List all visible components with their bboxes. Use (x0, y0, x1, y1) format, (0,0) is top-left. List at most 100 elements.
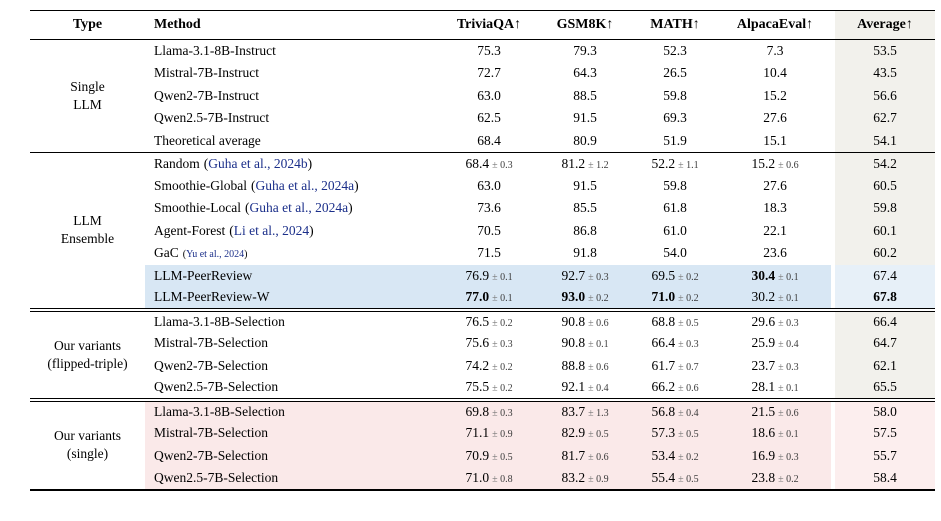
cell-math: 71.00.2 (631, 287, 719, 310)
citation-link[interactable]: Guha et al., 2024a (245, 200, 353, 215)
average-value: 53.5 (835, 40, 935, 62)
method-name: Mistral-7B-Selection (154, 425, 268, 441)
cell-math: 61.8 (631, 197, 719, 220)
cell-average: 67.8 (831, 287, 935, 310)
method-cell: Theoretical average (145, 130, 439, 153)
cell-gsm8k: 81.70.6 (539, 444, 631, 467)
metric-value: 10.4 (763, 65, 787, 81)
cell-average: 58.0 (831, 400, 935, 422)
stddev-value: 0.3 (588, 272, 609, 283)
citation-link[interactable]: Yu et al., 2024 (183, 249, 248, 260)
cell-math: 61.70.7 (631, 355, 719, 378)
metric-value: 92.7 (561, 267, 586, 283)
cell-triviaqa: 75.50.2 (439, 377, 539, 400)
cell-math: 68.80.5 (631, 310, 719, 333)
method-cell: Llama-3.1-8B-Selection (145, 399, 439, 422)
method-name: Mistral-7B-Selection (154, 335, 268, 351)
cell-average: 62.1 (831, 354, 935, 377)
cell-math: 59.8 (631, 175, 719, 198)
metric-value: 15.2 (751, 155, 776, 171)
type-cell: Our variants (single) (30, 400, 145, 490)
cell-triviaqa: 76.50.2 (439, 310, 539, 333)
cell-triviaqa: 68.40.3 (439, 152, 539, 175)
cell-gsm8k: 81.21.2 (539, 152, 631, 175)
metric-value: 81.7 (561, 447, 586, 463)
method-cell: Llama-3.1-8B-Selection (145, 310, 439, 333)
citation-link[interactable]: Li et al., 2024 (229, 223, 313, 238)
method-cell: Qwen2.5-7B-Selection (145, 377, 439, 400)
cell-triviaqa: 73.6 (439, 197, 539, 220)
stddev-value: 0.1 (778, 383, 799, 394)
metric-value: 52.3 (663, 43, 687, 58)
metric-value: 81.2 (561, 155, 586, 171)
metric-value: 76.9 (465, 267, 490, 283)
average-value: 58.0 (835, 401, 935, 422)
stddev-value: 0.6 (778, 160, 799, 171)
metric-value: 83.2 (561, 469, 586, 485)
metric-value: 90.8 (561, 335, 586, 351)
average-value: 67.4 (835, 264, 935, 287)
type-cell: LLM Ensemble (30, 152, 145, 310)
stddev-value: 0.8 (492, 474, 513, 485)
table-row: LLM-PeerReview76.90.192.70.369.50.230.40… (30, 264, 935, 287)
stddev-value: 1.1 (678, 160, 699, 171)
cell-triviaqa: 71.00.8 (439, 467, 539, 490)
cell-average: 62.7 (831, 107, 935, 130)
metric-value: 61.7 (651, 357, 676, 373)
stddev-value: 0.2 (778, 474, 799, 485)
metric-value: 66.4 (651, 335, 676, 351)
cell-triviaqa: 71.5 (439, 242, 539, 265)
cell-alpacaeval: 23.80.2 (719, 467, 831, 490)
citation-link[interactable]: Guha et al., 2024b (204, 156, 312, 171)
metric-value: 73.6 (477, 200, 501, 216)
cell-alpacaeval: 23.70.3 (719, 355, 831, 378)
stddev-value: 0.3 (678, 339, 699, 350)
method-name: LLM-PeerReview (154, 267, 253, 283)
cell-math: 53.40.2 (631, 444, 719, 467)
type-label: Ensemble (60, 231, 115, 246)
method-cell: Smoothie-Global Guha et al., 2024a (145, 175, 439, 198)
average-value: 54.2 (835, 152, 935, 175)
cell-average: 66.4 (831, 310, 935, 332)
metric-value: 66.2 (651, 379, 676, 395)
stddev-value: 0.2 (678, 272, 699, 283)
metric-value: 63.0 (477, 87, 501, 103)
stddev-value: 0.5 (588, 429, 609, 440)
metric-value: 18.3 (763, 200, 787, 216)
metric-value: 27.6 (763, 110, 787, 126)
citation-link[interactable]: Guha et al., 2024a (251, 178, 359, 193)
column-header-type: Type (72, 17, 103, 32)
average-header-label: Average↑ (835, 11, 935, 39)
cell-average: 54.2 (831, 152, 935, 175)
metric-value: 64.3 (573, 65, 597, 81)
metric-value: 16.9 (751, 447, 776, 463)
table-row: Mistral-7B-Instruct 72.7 64.3 26.5 10.4 43.5 (30, 62, 935, 85)
method-name: Random (154, 155, 200, 171)
metric-value: 27.6 (763, 177, 787, 193)
cell-triviaqa: 69.80.3 (439, 399, 539, 422)
cell-alpacaeval: 21.50.6 (719, 399, 831, 422)
cell-math: 57.30.5 (631, 422, 719, 445)
stddev-value: 0.6 (778, 408, 799, 419)
cell-alpacaeval: 28.10.1 (719, 377, 831, 400)
average-value: 65.5 (835, 377, 935, 398)
metric-value: 7.3 (766, 43, 784, 58)
method-cell: Qwen2.5-7B-Instruct (145, 107, 439, 130)
average-value: 54.1 (835, 129, 935, 152)
method-cell: Mistral-7B-Selection (145, 422, 439, 445)
method-name: Theoretical average (154, 132, 261, 148)
metric-value: 59.8 (663, 87, 687, 103)
stddev-value: 0.2 (492, 318, 513, 329)
metric-value: 23.8 (751, 469, 776, 485)
table-row: Our variants (flipped-triple) Llama-3.1-8B… (30, 310, 935, 371)
cell-triviaqa: 76.90.1 (439, 264, 539, 287)
cell-average: 60.1 (831, 219, 935, 242)
cell-gsm8k: 93.00.2 (539, 287, 631, 310)
table-row: Mistral-7B-Selection71.10.982.90.557.30.… (30, 422, 935, 445)
method-cell: Qwen2.5-7B-Selection (145, 467, 439, 490)
group-3: Our variants (single) Llama-3.1-8B-Selecti… (30, 399, 935, 490)
cell-math: 59.8 (631, 85, 719, 108)
table-row: Agent-ForestLi et al., 2024 70.5 86.8 61.0 2… (30, 219, 935, 242)
group-0: Single LLM Llama-3.1-8B-Instruct 75.3 79.3 52… (30, 40, 935, 153)
cell-alpacaeval: 7.3 (719, 40, 831, 63)
